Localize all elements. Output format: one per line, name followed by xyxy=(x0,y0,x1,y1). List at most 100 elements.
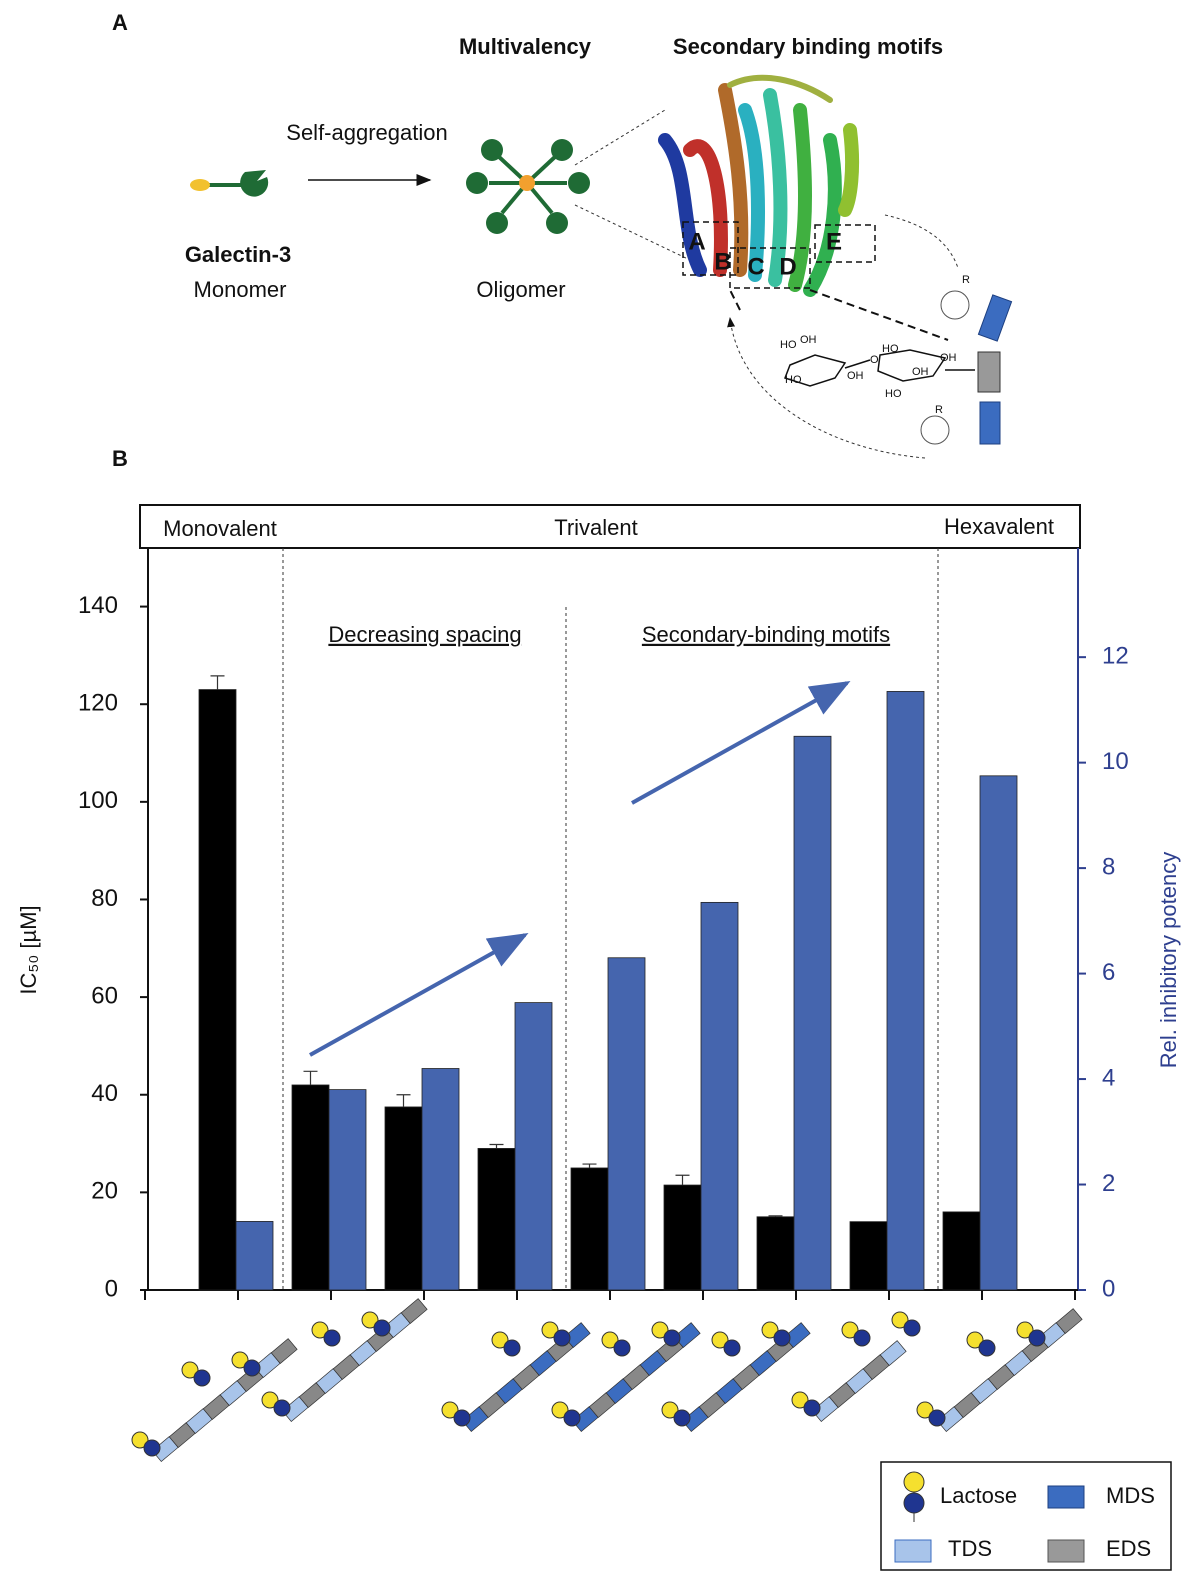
site-label: E xyxy=(826,228,842,255)
lactose-icon xyxy=(564,1410,580,1426)
lactose-icon xyxy=(454,1410,470,1426)
atom-label: R xyxy=(935,404,943,416)
bar xyxy=(236,1221,273,1290)
lactose-icon xyxy=(674,1410,690,1426)
y-tick-label: 120 xyxy=(78,690,118,717)
bar xyxy=(608,958,645,1290)
arrow-label: Self-aggregation xyxy=(286,120,447,145)
heading: Multivalency xyxy=(459,34,592,59)
lactose-icon xyxy=(374,1320,390,1336)
bar xyxy=(943,1212,980,1290)
error-bar xyxy=(583,1164,597,1168)
y2-tick-label: 12 xyxy=(1102,643,1129,670)
site-label: B xyxy=(714,248,731,275)
lactose-icon xyxy=(274,1400,290,1416)
lactose-icon xyxy=(504,1340,520,1356)
subsection-label: Secondary-binding motifs xyxy=(642,622,890,647)
atom-label: O xyxy=(870,354,879,366)
y-tick-label: 80 xyxy=(91,885,118,912)
y2-axis-title: Rel. inhibitory potency xyxy=(1156,852,1181,1068)
y-tick-label: 20 xyxy=(91,1178,118,1205)
subsection-label: Decreasing spacing xyxy=(328,622,521,647)
legend-label: Lactose xyxy=(940,1483,1017,1508)
error-bar xyxy=(490,1145,504,1149)
atom-label: R xyxy=(962,274,970,286)
y-axis-title: IC₅₀ [µM] xyxy=(16,905,41,994)
bar xyxy=(980,776,1017,1290)
panel-label: B xyxy=(112,446,128,471)
y2-tick-label: 10 xyxy=(1102,748,1129,775)
lactose-icon xyxy=(554,1330,570,1346)
bar xyxy=(329,1090,366,1290)
atom-label: OH xyxy=(847,370,864,382)
bar xyxy=(701,902,738,1290)
lactose-icon xyxy=(904,1320,920,1336)
bar xyxy=(292,1085,329,1290)
figure: A Multivalency Secondary binding motifs … xyxy=(0,0,1190,1571)
section-label: Hexavalent xyxy=(944,514,1054,539)
y-tick-label: 0 xyxy=(105,1275,118,1302)
page: {"panel_a":{"label":"A","heading_multiva… xyxy=(0,0,1190,1571)
site-label: D xyxy=(779,253,796,280)
bar xyxy=(478,1148,515,1290)
atom-label: OH xyxy=(800,334,817,346)
heading: Secondary binding motifs xyxy=(673,34,943,59)
lactose-icon xyxy=(244,1360,260,1376)
bar xyxy=(887,691,924,1290)
atom-label: HO xyxy=(885,388,902,400)
atom-label: OH xyxy=(940,352,957,364)
protein-name: Galectin-3 xyxy=(185,242,291,267)
y-tick-label: 40 xyxy=(91,1080,118,1107)
bar xyxy=(571,1168,608,1290)
bar xyxy=(794,736,831,1290)
binding-arrow xyxy=(730,290,740,310)
section-label: Monovalent xyxy=(163,516,277,541)
bar xyxy=(385,1107,422,1290)
linker-blocks xyxy=(921,291,1012,444)
error-bar xyxy=(211,676,225,690)
label: Monomer xyxy=(194,277,287,302)
site-label: C xyxy=(747,253,764,280)
atom-label: HO xyxy=(882,343,899,355)
legend-label: TDS xyxy=(948,1536,992,1561)
y-tick-label: 100 xyxy=(78,787,118,814)
binding-arrow xyxy=(810,290,948,340)
bar xyxy=(757,1217,794,1290)
legend-label: EDS xyxy=(1106,1536,1151,1561)
lactose-icon xyxy=(614,1340,630,1356)
lactose-icon xyxy=(1029,1330,1045,1346)
y2-tick-label: 6 xyxy=(1102,959,1115,986)
atom-label: HO xyxy=(785,374,802,386)
monomer-icon xyxy=(190,170,268,197)
panel-label: A xyxy=(112,10,128,35)
label: Oligomer xyxy=(476,277,565,302)
bar xyxy=(199,690,236,1290)
lactose-icon xyxy=(324,1330,340,1346)
trend-arrow xyxy=(310,935,525,1055)
bar xyxy=(850,1222,887,1290)
lactose-icon xyxy=(979,1340,995,1356)
site-label: A xyxy=(688,228,705,255)
section-label: Trivalent xyxy=(554,515,638,540)
zoom-line xyxy=(575,110,690,260)
lactose-icon xyxy=(854,1330,870,1346)
atom-label: HO xyxy=(780,339,797,351)
y2-tick-label: 2 xyxy=(1102,1170,1115,1197)
bar xyxy=(664,1185,701,1290)
legend-label: MDS xyxy=(1106,1483,1155,1508)
lactose-icon xyxy=(144,1440,160,1456)
lactose-icon xyxy=(774,1330,790,1346)
error-bar xyxy=(676,1175,690,1185)
lactose-icon xyxy=(194,1370,210,1386)
atom-label: OH xyxy=(912,366,929,378)
lactose-icon xyxy=(724,1340,740,1356)
error-bar xyxy=(397,1095,411,1107)
bar xyxy=(515,1003,552,1290)
oligomer-icon xyxy=(466,139,590,234)
y-tick-label: 140 xyxy=(78,592,118,619)
y2-tick-label: 0 xyxy=(1102,1275,1115,1302)
error-bar xyxy=(304,1071,318,1085)
lactose-icon xyxy=(929,1410,945,1426)
legend: Lactose MDS TDS EDS xyxy=(881,1462,1171,1570)
